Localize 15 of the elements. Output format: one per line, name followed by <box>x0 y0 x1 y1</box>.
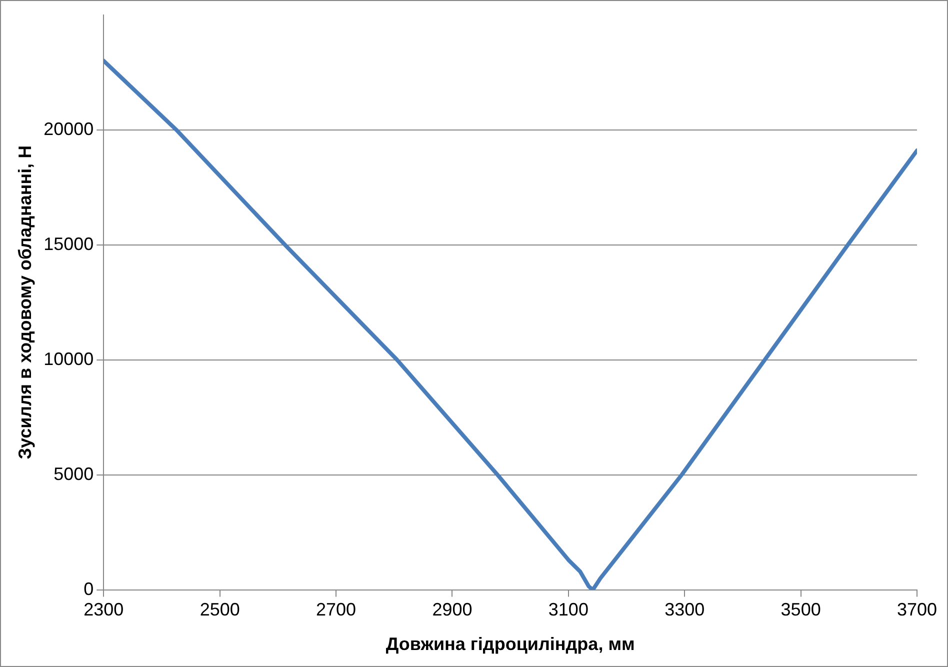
y-tick-label: 10000 <box>44 348 94 369</box>
x-tick-label: 3300 <box>664 600 705 620</box>
x-tick-label: 3500 <box>780 600 821 620</box>
y-tick-label: 15000 <box>44 234 94 254</box>
y-tick-label: 20000 <box>44 118 94 139</box>
y-tick-label: 5000 <box>54 464 94 484</box>
y-axis-title: Зусилля в ходовому обладнанні, Н <box>14 145 35 460</box>
y-tick-label: 0 <box>84 578 94 599</box>
x-tick-label: 2700 <box>316 600 356 620</box>
x-tick-label: 3700 <box>896 600 938 620</box>
x-tick-label: 2500 <box>200 600 240 620</box>
x-tick-label: 2900 <box>432 600 472 620</box>
x-axis-title: Довжина гідроциліндра, мм <box>386 634 635 654</box>
x-tick-label: 2300 <box>84 600 124 620</box>
x-tick-label: 3100 <box>548 600 588 620</box>
